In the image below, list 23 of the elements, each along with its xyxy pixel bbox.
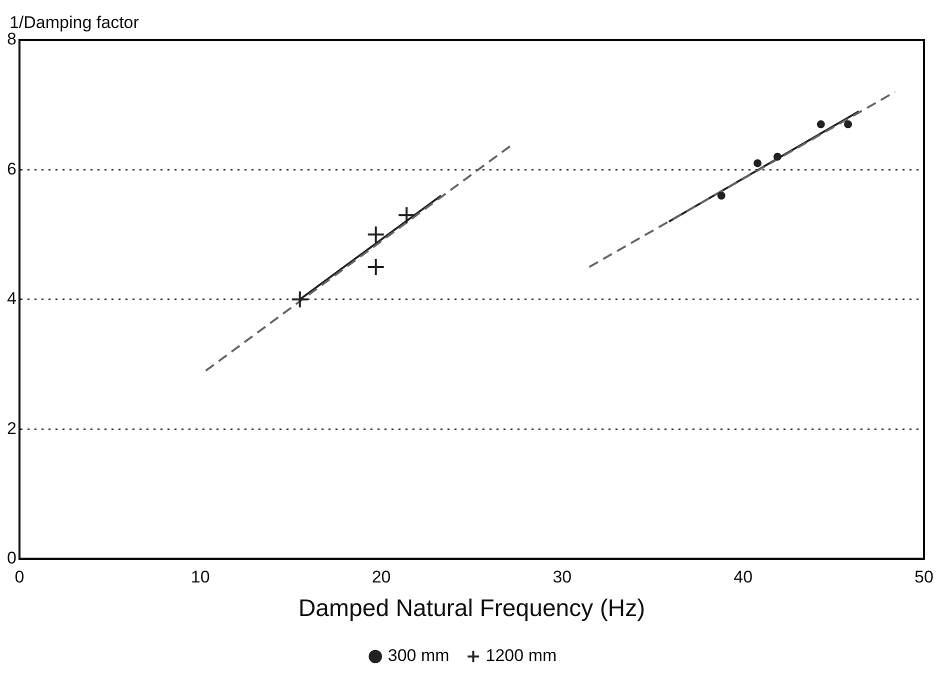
- y-tick-label: 4: [6, 289, 16, 308]
- x-tick-label: 30: [552, 568, 572, 587]
- x-tick-label: 50: [914, 568, 934, 587]
- x-tick-label: 10: [190, 568, 210, 587]
- x-tick-label: 40: [734, 568, 753, 587]
- point: [773, 152, 782, 161]
- point: [290, 290, 309, 308]
- y-tick-label: 6: [6, 159, 16, 178]
- legend-label: 1200 mm: [486, 646, 557, 666]
- point: [754, 159, 762, 168]
- y-tick-label: 8: [6, 30, 16, 49]
- point: [398, 206, 416, 224]
- x-axis-title: Damped Natural Frequency (Hz): [298, 595, 646, 622]
- y-tick-label: 2: [6, 418, 16, 438]
- point: [717, 192, 726, 200]
- legend-label: 300 mm: [388, 646, 450, 666]
- x-tick-label: 20: [372, 568, 391, 587]
- point: [366, 226, 385, 244]
- point: [844, 120, 852, 128]
- point: [816, 120, 825, 128]
- y-tick-label: 0: [6, 548, 16, 568]
- y-axis-title: 1/Damping factor: [9, 13, 140, 32]
- point: [366, 258, 385, 276]
